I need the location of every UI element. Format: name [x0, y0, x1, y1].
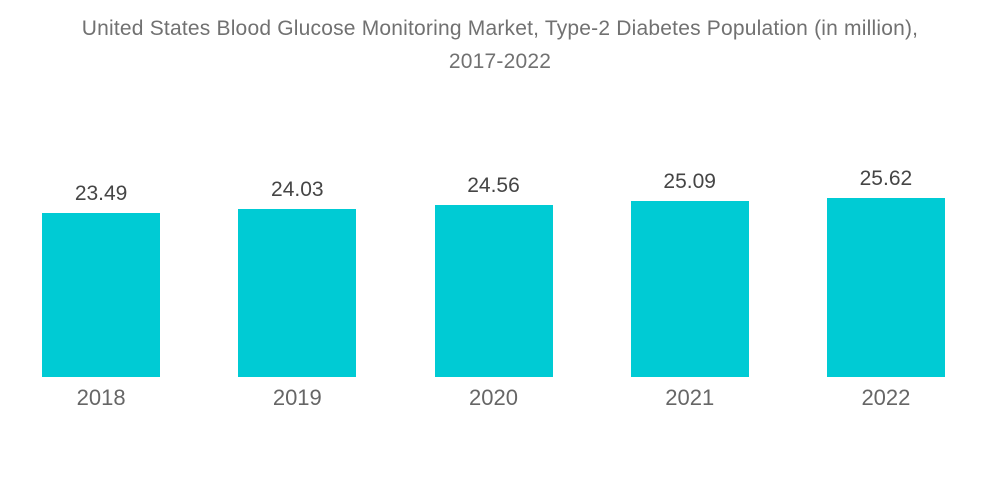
- bar-chart: 23.49 2018 24.03 2019 24.56 2020 25.09 2…: [3, 150, 984, 416]
- bar-column: 23.49 2018: [3, 150, 199, 416]
- bar-rect: [826, 198, 945, 377]
- bar-column: 24.03 2019: [199, 150, 395, 416]
- bar-year-label: 2020: [469, 385, 518, 410]
- chart-title-line1: United States Blood Glucose Monitoring M…: [81, 17, 919, 40]
- bar-rect: [434, 205, 553, 377]
- chart-title-line2: 2017-2022: [448, 50, 552, 73]
- bar-rect: [238, 209, 357, 377]
- bar-year-label: 2018: [76, 385, 126, 410]
- bar-column: 25.62 2022: [788, 150, 984, 416]
- bar-value-label: 25.09: [663, 170, 716, 193]
- bar-column: 24.56 2020: [395, 150, 591, 416]
- bar-rect: [42, 213, 161, 377]
- bar-year-label: 2021: [665, 385, 715, 410]
- bar-column: 25.09 2021: [592, 150, 788, 416]
- bar-rect: [630, 201, 749, 377]
- bar-year-label: 2022: [861, 385, 911, 410]
- bar-value-label: 25.62: [859, 167, 913, 190]
- bar-year-label: 2019: [272, 385, 322, 410]
- bar-value-label: 24.03: [271, 178, 324, 201]
- bar-value-label: 24.56: [467, 174, 520, 197]
- bar-value-label: 23.49: [74, 182, 128, 205]
- chart-title: United States Blood Glucose Monitoring M…: [0, 12, 1000, 78]
